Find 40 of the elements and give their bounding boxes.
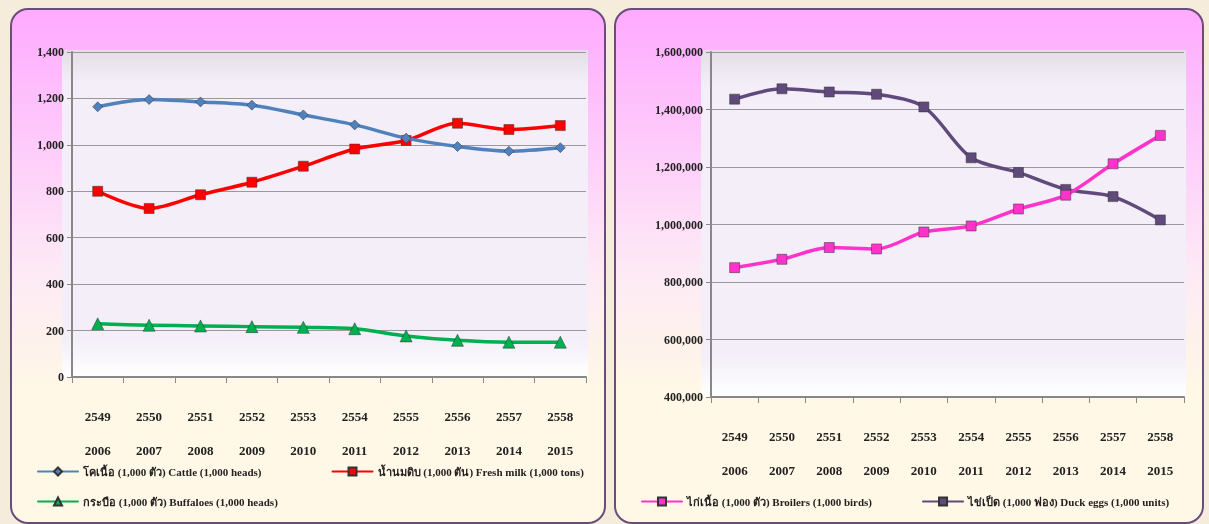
category-label: 2553 2010 [290, 408, 317, 458]
category-label: 2554 2011 [341, 408, 368, 458]
legend-label: โคเนื้อ (1,000 ตัว) Cattle (1,000 heads) [82, 463, 262, 479]
y-tick-label: 1,200 [37, 91, 64, 106]
category-label: 2558 2015 [1147, 428, 1174, 478]
y-tick-label: 0 [58, 370, 64, 384]
category-label: 2555 2012 [1005, 428, 1032, 478]
y-tick-label: 1,200,000 [655, 160, 703, 174]
category-label: 2552 2009 [863, 428, 890, 478]
category-label: 2549 2006 [84, 408, 111, 458]
category-label: 2558 2015 [547, 408, 574, 458]
y-tick-label: 1,000 [37, 137, 64, 152]
y-tick-label: 800,000 [664, 275, 703, 289]
y-tick-label: 1,400,000 [655, 102, 703, 117]
legend-label: น้ำนมดิบ (1,000 ตัน) Fresh milk (1,000 tons) [377, 463, 585, 479]
category-label: 2555 2012 [393, 408, 420, 458]
y-tick-label: 600 [46, 230, 64, 245]
category-label: 2552 2009 [238, 408, 265, 458]
y-tick-label: 1,600,000 [655, 45, 703, 59]
category-label: 2553 2010 [910, 428, 937, 478]
y-tick-label: 1,400 [37, 45, 64, 59]
y-tick-label: 400 [46, 277, 64, 292]
category-label: 2557 2014 [1100, 428, 1127, 478]
category-label: 2557 2014 [495, 408, 522, 458]
category-label: 2550 2007 [768, 428, 795, 478]
legend-label: ไข่เป็ด (1,000 ฟอง) Duck eggs (1,000 units) [966, 494, 1170, 509]
y-tick-label: 1,000,000 [655, 217, 703, 232]
legend-label: กระบือ (1,000 ตัว) Buffaloes (1,000 heads) [83, 495, 279, 509]
y-tick-label: 400,000 [664, 390, 703, 404]
category-label: 2556 2013 [444, 408, 471, 458]
category-label: 2551 2008 [187, 408, 214, 458]
y-tick-label: 800 [46, 184, 64, 199]
y-tick-label: 600,000 [664, 332, 703, 347]
y-tick-label: 200 [46, 323, 64, 338]
legend-label: ไก่เนื้อ (1,000 ตัว) Broilers (1,000 birds) [685, 493, 873, 509]
category-label: 2554 2011 [958, 428, 985, 478]
category-label: 2556 2013 [1052, 428, 1079, 478]
category-label: 2549 2006 [721, 428, 748, 478]
category-label: 2551 2008 [816, 428, 843, 478]
category-label: 2550 2007 [136, 408, 163, 458]
